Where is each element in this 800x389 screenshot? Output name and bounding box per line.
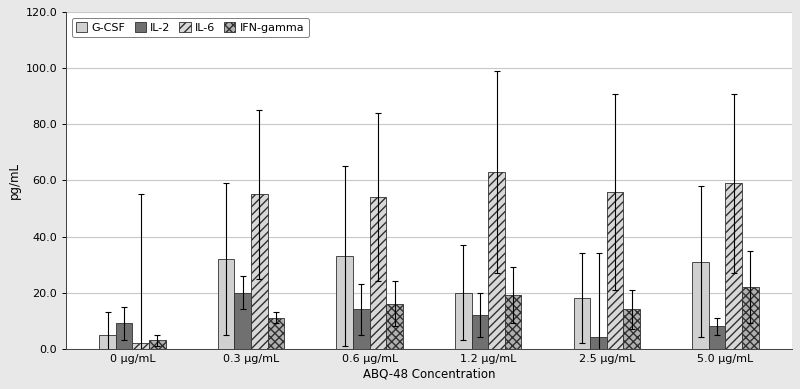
Bar	[234, 293, 251, 349]
Bar	[218, 259, 234, 349]
Bar	[505, 295, 522, 349]
Bar	[590, 337, 607, 349]
Bar	[574, 298, 590, 349]
Bar	[370, 197, 386, 349]
Bar	[488, 172, 505, 349]
Bar	[99, 335, 116, 349]
Bar	[251, 194, 268, 349]
Bar	[607, 192, 623, 349]
Bar	[472, 315, 488, 349]
Bar	[337, 256, 353, 349]
Bar	[623, 309, 640, 349]
Legend: G-CSF, IL-2, IL-6, IFN-gamma: G-CSF, IL-2, IL-6, IFN-gamma	[72, 18, 309, 37]
Bar	[353, 309, 370, 349]
Bar	[455, 293, 472, 349]
Bar	[726, 183, 742, 349]
Bar	[692, 262, 709, 349]
X-axis label: ABQ-48 Concentration: ABQ-48 Concentration	[362, 368, 495, 381]
Bar	[116, 323, 133, 349]
Bar	[742, 287, 758, 349]
Bar	[149, 340, 166, 349]
Bar	[709, 326, 726, 349]
Bar	[268, 318, 284, 349]
Bar	[133, 343, 149, 349]
Bar	[386, 304, 403, 349]
Y-axis label: pg/mL: pg/mL	[8, 162, 22, 199]
